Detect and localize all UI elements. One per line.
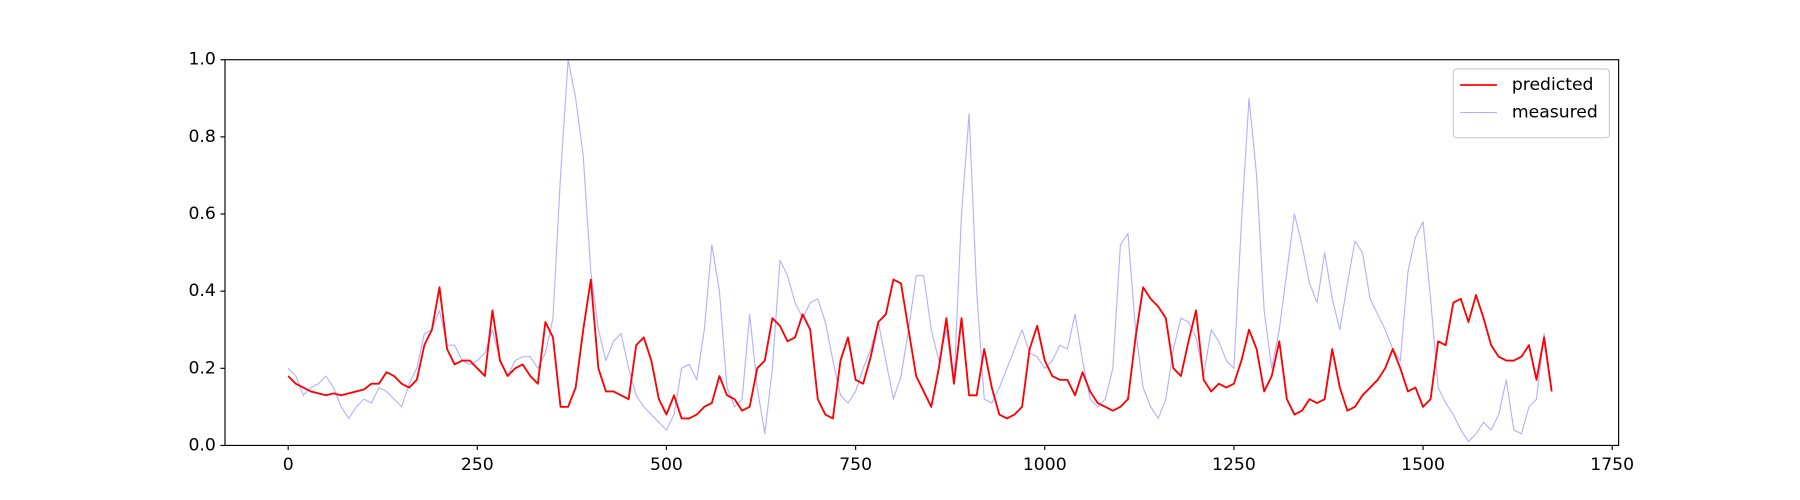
x-tick-label: 1500: [1401, 455, 1445, 475]
y-tick-label: 0.6: [188, 204, 215, 224]
data-line: [287, 278, 1553, 420]
x-tick-label: 1000: [1023, 455, 1067, 475]
y-tick-label: 0.8: [188, 127, 215, 147]
plot-frame: [224, 59, 1620, 447]
y-tick-label: 0.2: [188, 358, 215, 378]
x-tick-label: 0: [283, 455, 294, 475]
y-tick-label: 0.0: [188, 435, 215, 455]
legend-label: measured: [1512, 103, 1598, 123]
y-tick-label: 0.4: [188, 281, 215, 301]
x-tick-label: 250: [461, 455, 494, 475]
x-tick-label: 750: [839, 455, 872, 475]
x-tick-label: 1750: [1590, 455, 1634, 475]
legend-label: predicted: [1512, 75, 1594, 95]
y-tick-label: 1.0: [188, 50, 215, 70]
x-tick-label: 500: [650, 455, 683, 475]
x-tick-label: 1250: [1212, 455, 1256, 475]
legend-box: [1452, 68, 1611, 139]
